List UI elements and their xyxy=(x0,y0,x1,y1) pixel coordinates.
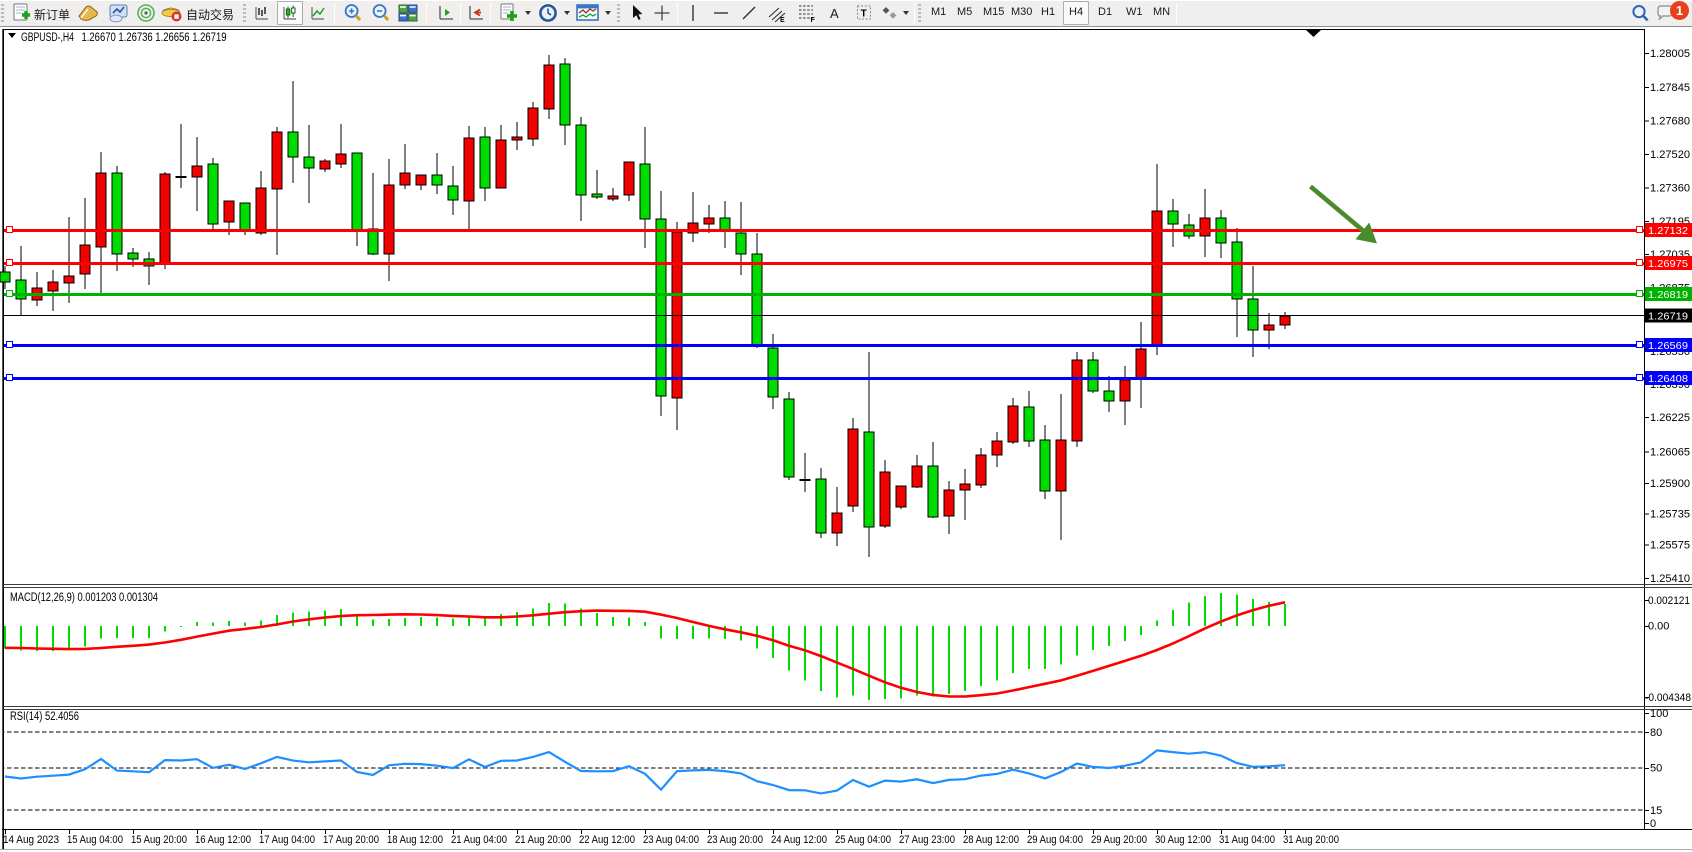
svg-text:15 Aug 04:00: 15 Aug 04:00 xyxy=(67,834,123,846)
svg-text:T: T xyxy=(861,9,867,20)
svg-text:-0.004348: -0.004348 xyxy=(1645,692,1691,704)
svg-text:1.27845: 1.27845 xyxy=(1650,82,1690,94)
svg-text:17 Aug 20:00: 17 Aug 20:00 xyxy=(323,834,379,846)
svg-text:1.26065: 1.26065 xyxy=(1650,446,1690,458)
svg-text:1.26225: 1.26225 xyxy=(1650,412,1690,424)
svg-text:16 Aug 12:00: 16 Aug 12:00 xyxy=(195,834,251,846)
svg-text:31 Aug 04:00: 31 Aug 04:00 xyxy=(1219,834,1275,846)
svg-text:1.27132: 1.27132 xyxy=(1648,225,1688,237)
svg-text:25 Aug 04:00: 25 Aug 04:00 xyxy=(835,834,891,846)
svg-text:24 Aug 12:00: 24 Aug 12:00 xyxy=(771,834,827,846)
svg-text:0.002121: 0.002121 xyxy=(1648,595,1690,607)
svg-text:1.26819: 1.26819 xyxy=(1648,289,1688,301)
svg-text:1.28005: 1.28005 xyxy=(1650,48,1690,60)
svg-text:1.25735: 1.25735 xyxy=(1650,508,1690,520)
svg-text:1.27680: 1.27680 xyxy=(1650,115,1690,127)
svg-text:21 Aug 04:00: 21 Aug 04:00 xyxy=(451,834,507,846)
svg-text:1.27520: 1.27520 xyxy=(1650,149,1690,161)
svg-text:27 Aug 23:00: 27 Aug 23:00 xyxy=(899,834,955,846)
svg-text:MACD(12,26,9) 0.001203 0.00130: MACD(12,26,9) 0.001203 0.001304 xyxy=(10,592,158,604)
svg-text:1.26719: 1.26719 xyxy=(1648,311,1688,323)
svg-text:29 Aug 20:00: 29 Aug 20:00 xyxy=(1091,834,1147,846)
svg-text:0: 0 xyxy=(1650,818,1656,830)
svg-text:1.27360: 1.27360 xyxy=(1650,182,1690,194)
svg-text:14 Aug 2023: 14 Aug 2023 xyxy=(3,834,59,846)
svg-text:23 Aug 20:00: 23 Aug 20:00 xyxy=(707,834,763,846)
svg-text:80: 80 xyxy=(1650,727,1662,739)
svg-text:GBPUSD-,H4: GBPUSD-,H4 xyxy=(21,32,74,44)
svg-text:23 Aug 04:00: 23 Aug 04:00 xyxy=(643,834,699,846)
svg-text:30 Aug 12:00: 30 Aug 12:00 xyxy=(1155,834,1211,846)
svg-text:15 Aug 20:00: 15 Aug 20:00 xyxy=(131,834,187,846)
svg-text:RSI(14) 52.4056: RSI(14) 52.4056 xyxy=(10,711,79,723)
svg-text:E: E xyxy=(780,17,785,23)
svg-text:28 Aug 12:00: 28 Aug 12:00 xyxy=(963,834,1019,846)
svg-text:29 Aug 04:00: 29 Aug 04:00 xyxy=(1027,834,1083,846)
svg-text:1.25575: 1.25575 xyxy=(1650,539,1690,551)
svg-text:50: 50 xyxy=(1650,762,1662,774)
svg-text:17 Aug 04:00: 17 Aug 04:00 xyxy=(259,834,315,846)
svg-text:1.26569: 1.26569 xyxy=(1648,340,1688,352)
svg-text:0.00: 0.00 xyxy=(1648,621,1669,633)
svg-text:31 Aug 20:00: 31 Aug 20:00 xyxy=(1283,834,1339,846)
svg-text:1.25900: 1.25900 xyxy=(1650,478,1690,490)
svg-text:1.25410: 1.25410 xyxy=(1650,573,1690,585)
svg-text:1.26408: 1.26408 xyxy=(1648,373,1688,385)
svg-text:22 Aug 12:00: 22 Aug 12:00 xyxy=(579,834,635,846)
svg-text:21 Aug 20:00: 21 Aug 20:00 xyxy=(515,834,571,846)
svg-text:18 Aug 12:00: 18 Aug 12:00 xyxy=(387,834,443,846)
svg-text:F: F xyxy=(811,17,816,23)
svg-text:100: 100 xyxy=(1650,708,1668,720)
svg-text:15: 15 xyxy=(1650,805,1662,817)
svg-text:1.26670 1.26736 1.26656 1.2671: 1.26670 1.26736 1.26656 1.26719 xyxy=(82,32,227,44)
svg-text:1.26975: 1.26975 xyxy=(1648,258,1688,270)
